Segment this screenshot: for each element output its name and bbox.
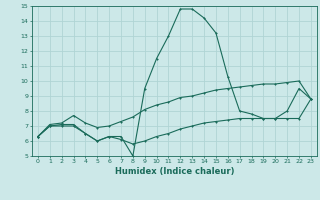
- X-axis label: Humidex (Indice chaleur): Humidex (Indice chaleur): [115, 167, 234, 176]
